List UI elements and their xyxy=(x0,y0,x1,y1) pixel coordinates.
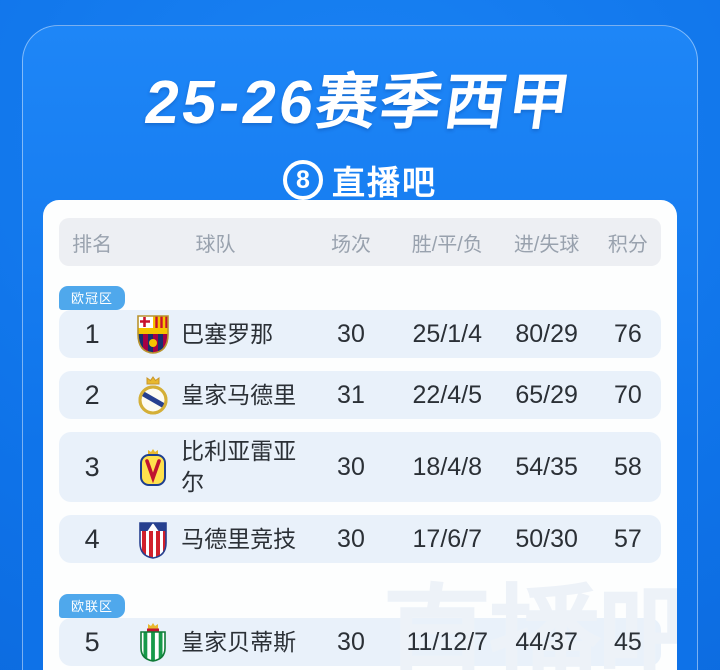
barcelona-crest-icon xyxy=(125,314,181,354)
brand-name: 直播吧 xyxy=(332,164,437,201)
table-row: 3 比利亚雷亚尔 30 18/4/8 54/35 58 xyxy=(59,432,661,502)
table-row: 1 xyxy=(59,310,661,358)
atletico-madrid-crest-icon xyxy=(125,519,181,559)
real-madrid-crest-icon xyxy=(125,375,181,415)
points-value: 45 xyxy=(613,627,642,656)
wdl-value: 17/6/7 xyxy=(412,524,483,553)
points-value: 58 xyxy=(613,452,642,481)
table-row: 5 xyxy=(59,618,661,666)
blue-panel: 25-26赛季西甲 8 直播吧 排名 球队 场次 胜/平/负 进/失球 积分 欧… xyxy=(22,25,698,670)
goals-value: 80/29 xyxy=(515,319,578,348)
zone-badge-champions-league: 欧冠区 xyxy=(59,286,126,310)
rank-value: 2 xyxy=(84,379,100,410)
played-value: 30 xyxy=(337,524,365,553)
column-header-rank: 排名 xyxy=(72,233,113,256)
points-value: 76 xyxy=(613,319,642,348)
wdl-value: 22/4/5 xyxy=(412,380,483,409)
table-header-row: 排名 球队 场次 胜/平/负 进/失球 积分 xyxy=(59,218,661,266)
played-value: 30 xyxy=(337,627,365,656)
rank-value: 4 xyxy=(84,523,100,554)
team-name: 比利亚雷亚尔 xyxy=(181,438,297,495)
team-name: 马德里竞技 xyxy=(181,525,297,552)
villarreal-crest-icon xyxy=(125,447,181,487)
table-row: 4 xyxy=(59,515,661,563)
team-name: 巴塞罗那 xyxy=(181,320,274,347)
goals-value: 65/29 xyxy=(515,380,578,409)
goals-value: 54/35 xyxy=(515,452,578,481)
rank-value: 1 xyxy=(84,318,100,349)
rank-value: 3 xyxy=(84,451,100,482)
column-header-played: 场次 xyxy=(330,233,371,256)
column-header-goals: 进/失球 xyxy=(513,233,580,256)
standings-card: 排名 球队 场次 胜/平/负 进/失球 积分 欧冠区 1 xyxy=(43,200,677,670)
wdl-value: 11/12/7 xyxy=(406,627,489,656)
zhibo8-logo-icon: 8 xyxy=(283,160,323,200)
wdl-value: 25/1/4 xyxy=(412,319,483,348)
team-name: 皇家马德里 xyxy=(181,381,297,408)
brand-logo: 8 直播吧 xyxy=(23,156,697,204)
wdl-value: 18/4/8 xyxy=(412,452,483,481)
played-value: 30 xyxy=(337,452,365,481)
column-header-wdl: 胜/平/负 xyxy=(411,233,483,256)
played-value: 31 xyxy=(337,380,365,409)
zone-badge-europa-league: 欧联区 xyxy=(59,594,126,618)
points-value: 57 xyxy=(613,524,642,553)
real-betis-crest-icon xyxy=(125,622,181,662)
goals-value: 50/30 xyxy=(515,524,578,553)
played-value: 30 xyxy=(337,319,365,348)
rank-value: 5 xyxy=(84,626,100,657)
goals-value: 44/37 xyxy=(515,627,578,656)
team-name: 皇家贝蒂斯 xyxy=(181,628,297,655)
column-header-team: 球队 xyxy=(195,233,236,256)
table-row: 2 皇家马德里 3 xyxy=(59,371,661,419)
points-value: 70 xyxy=(613,380,642,409)
column-header-points: 积分 xyxy=(607,233,648,256)
page-title: 25-26赛季西甲 xyxy=(140,68,578,136)
